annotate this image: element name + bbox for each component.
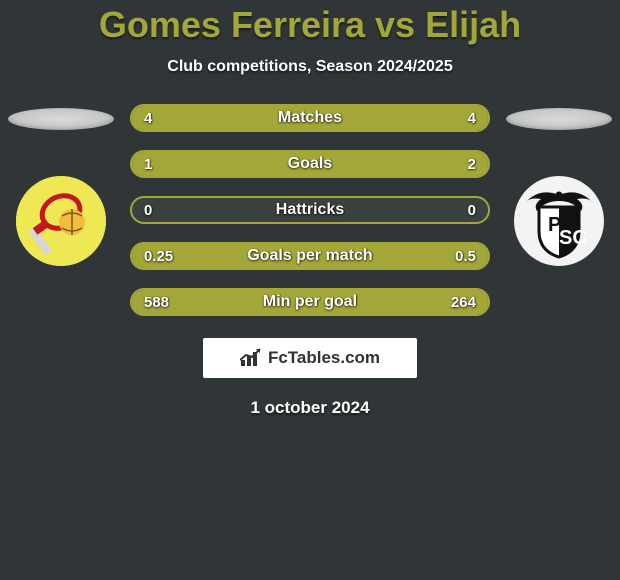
comparison-panel: 4 Matches 4 1 Goals 2 0 Hattricks 0 0.25… xyxy=(0,104,620,316)
stat-row: 4 Matches 4 xyxy=(130,104,490,132)
stat-value-right: 2 xyxy=(468,156,476,173)
svg-text:SC: SC xyxy=(559,227,587,249)
stat-label: Min per goal xyxy=(263,293,357,311)
stats-list: 4 Matches 4 1 Goals 2 0 Hattricks 0 0.25… xyxy=(130,104,490,316)
club-badge-right: P SC xyxy=(514,176,604,266)
date-label: 1 october 2024 xyxy=(0,398,620,418)
stat-value-left: 588 xyxy=(144,294,169,311)
stat-value-right: 0.5 xyxy=(455,248,476,265)
stat-fill-right xyxy=(251,152,488,176)
stat-label: Goals per match xyxy=(247,247,372,265)
player-right-column: P SC xyxy=(504,104,614,266)
club-crest-left-icon xyxy=(26,186,96,256)
stat-value-right: 264 xyxy=(451,294,476,311)
stat-label: Matches xyxy=(278,109,342,127)
subtitle: Club competitions, Season 2024/2025 xyxy=(0,58,620,76)
page-title: Gomes Ferreira vs Elijah xyxy=(0,0,620,46)
stat-row: 1 Goals 2 xyxy=(130,150,490,178)
bar-chart-icon xyxy=(240,348,262,368)
player-left-platform xyxy=(8,108,114,130)
stat-value-left: 0.25 xyxy=(144,248,173,265)
stat-value-left: 1 xyxy=(144,156,152,173)
brand-badge[interactable]: FcTables.com xyxy=(203,338,417,378)
club-crest-right-icon: P SC xyxy=(519,181,599,261)
stat-row: 0 Hattricks 0 xyxy=(130,196,490,224)
brand-label: FcTables.com xyxy=(268,348,380,368)
stat-label: Goals xyxy=(288,155,332,173)
player-right-platform xyxy=(506,108,612,130)
player-left-column xyxy=(6,104,116,266)
stat-label: Hattricks xyxy=(276,201,344,219)
stat-value-left: 4 xyxy=(144,110,152,127)
stat-value-left: 0 xyxy=(144,202,152,219)
stat-row: 0.25 Goals per match 0.5 xyxy=(130,242,490,270)
stat-row: 588 Min per goal 264 xyxy=(130,288,490,316)
stat-value-right: 4 xyxy=(468,110,476,127)
club-badge-left xyxy=(16,176,106,266)
stat-value-right: 0 xyxy=(468,202,476,219)
